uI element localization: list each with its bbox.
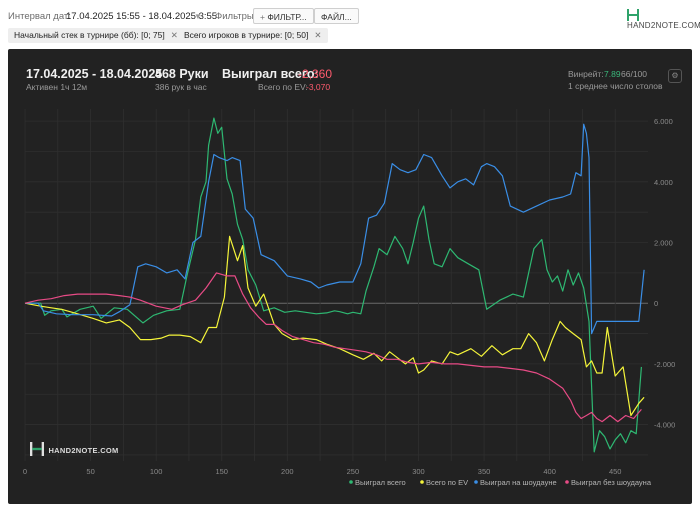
x-tick-label: 100 [150, 467, 163, 476]
watermark-text: HAND2NOTE.COM [48, 446, 119, 455]
close-icon[interactable]: ✕ [314, 30, 322, 40]
watermark-logo: HAND2NOTE.COM [30, 440, 119, 458]
file-button[interactable]: ФАЙЛ... [314, 8, 359, 24]
y-tick-label: 2.000 [654, 239, 673, 248]
filter-chip-players[interactable]: Всего игроков в турнире: [0; 50] ✕ [178, 28, 328, 43]
x-tick-label: 0 [23, 467, 27, 476]
chart-legend[interactable]: Выиграл всего Всего по EV Выиграл на шоуда… [349, 478, 652, 487]
chip-label: Всего игроков в турнире: [0; 50] [184, 30, 309, 40]
chip-label: Начальный стек в турнире (бб): [0; 75] [14, 30, 165, 40]
series-line [25, 117, 642, 453]
y-tick-label: 0 [654, 299, 658, 308]
won-total-label: Выиграл всего: [222, 67, 319, 81]
chart-series [24, 117, 645, 453]
legend-label: Выиграл на шоудауне [480, 478, 557, 487]
file-button-label: ФАЙЛ... [321, 12, 352, 22]
legend-marker [565, 480, 569, 484]
filter-button[interactable]: + ФИЛЬТР... [253, 8, 314, 24]
logo-mark-icon [627, 9, 639, 21]
x-tick-label: 50 [86, 467, 94, 476]
legend-label: Всего по EV [426, 478, 468, 487]
y-tick-label: -2.000 [654, 360, 675, 369]
date-interval-dropdown[interactable]: 17.04.2025 15:55 - 18.04.2025 3:55 [66, 11, 218, 22]
winrate-hands: 66/100 [621, 69, 647, 79]
series-line [24, 272, 642, 423]
chart-grid [24, 109, 648, 461]
winnings-chart: 6.000 4.000 2.000 0 -2.000 -4.000 0 50 100 150 200… [23, 109, 675, 487]
toolbar: Интервал дат: 17.04.2025 15:55 - 18.04.2… [0, 0, 700, 50]
date-range: 17.04.2025 - 18.04.2025 [26, 67, 163, 81]
filter-button-label: ФИЛЬТР... [267, 12, 307, 22]
y-tick-label: 6.000 [654, 117, 673, 126]
x-tick-label: 350 [478, 467, 491, 476]
x-tick-label: 450 [609, 467, 622, 476]
winrate-label: Винрейт: [568, 69, 604, 79]
chart-ticks: 6.000 4.000 2.000 0 -2.000 -4.000 0 50 100 150 200… [23, 117, 675, 476]
x-tick-label: 300 [412, 467, 425, 476]
filters-label: Фильтры: [215, 11, 257, 22]
ev-total-value: -3,070 [306, 82, 331, 92]
series-line [24, 235, 645, 417]
winrate-value: 7.89 [604, 69, 621, 79]
gear-icon[interactable]: ⚙ [668, 69, 682, 83]
chevron-down-icon[interactable]: ▼ [194, 12, 202, 21]
ev-total-label: Всего по EV: [258, 82, 308, 92]
tables-count: 1 среднее число столов [568, 81, 663, 91]
legend-marker [474, 480, 478, 484]
y-tick-label: -4.000 [654, 421, 675, 430]
won-total-value: -2,360 [298, 67, 333, 81]
logo-mark-icon [30, 441, 44, 456]
legend-marker [349, 480, 353, 484]
hands-count: 468 Руки [155, 67, 209, 81]
plus-icon: + [260, 12, 265, 22]
legend-label: Выиграл всего [355, 478, 406, 487]
logo-text: HAND2NOTE.COM [627, 21, 700, 30]
x-tick-label: 400 [543, 467, 556, 476]
active-time: Активен 1ч 12м [26, 82, 88, 92]
legend-marker [420, 480, 424, 484]
x-tick-label: 200 [281, 467, 294, 476]
hands-per-hour: 386 рук в час [155, 82, 207, 92]
y-tick-label: 4.000 [654, 178, 673, 187]
legend-label: Выиграл без шоудауна [571, 478, 652, 487]
close-icon[interactable]: ✕ [170, 30, 178, 40]
series-line [25, 123, 645, 335]
graph-panel: 17.04.2025 - 18.04.2025 Активен 1ч 12м 4… [8, 49, 692, 504]
filter-chip-start-stack[interactable]: Начальный стек в турнире (бб): [0; 75] ✕ [8, 28, 184, 43]
x-tick-label: 150 [215, 467, 228, 476]
x-tick-label: 250 [347, 467, 360, 476]
hand2note-logo: HAND2NOTE.COM [627, 9, 700, 30]
date-interval-label: Интервал дат: [8, 11, 71, 22]
